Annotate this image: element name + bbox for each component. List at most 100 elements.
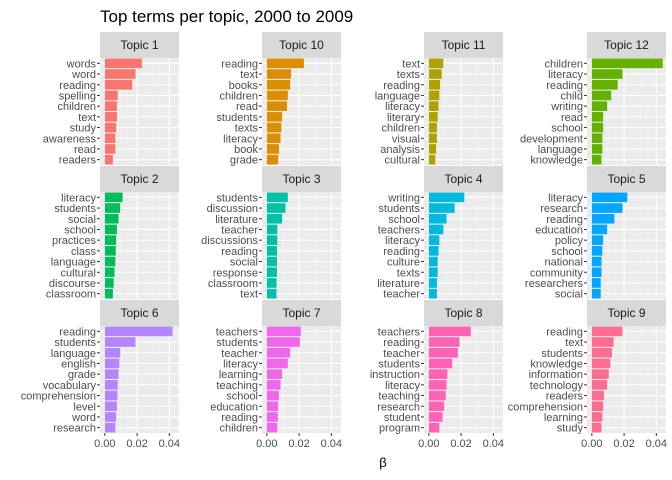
term-label: students xyxy=(378,358,420,370)
bar xyxy=(591,144,603,154)
bar xyxy=(104,90,118,101)
facet-strip-label: Topic 6 xyxy=(120,306,158,320)
term-label: reading xyxy=(546,326,583,338)
bar xyxy=(266,358,288,369)
bar xyxy=(428,347,458,358)
bar xyxy=(591,380,608,390)
facet-panel: Topic 10 readingtextbookschildrenreadstud… xyxy=(216,32,341,167)
term-label: analysis xyxy=(380,144,420,156)
term-label: language xyxy=(538,144,583,156)
bar xyxy=(428,380,447,390)
bar xyxy=(591,358,611,369)
term-label: study xyxy=(70,123,97,135)
bar xyxy=(428,133,437,144)
term-label: read xyxy=(236,101,258,113)
term-label: social xyxy=(230,257,258,269)
term-label: school xyxy=(64,224,96,236)
bar xyxy=(266,133,281,144)
bar xyxy=(104,203,121,213)
facet-strip xyxy=(424,32,503,58)
bar xyxy=(591,246,603,256)
term-label: word xyxy=(71,412,96,424)
term-label: information xyxy=(529,369,583,381)
bar xyxy=(591,288,601,299)
bar xyxy=(266,213,283,224)
term-label: school xyxy=(551,246,583,258)
bar xyxy=(591,58,663,69)
term-label: researchers xyxy=(525,278,584,290)
term-label: teacher xyxy=(383,348,420,360)
x-tick-label: 0.02 xyxy=(126,438,147,450)
facet-panel: Topic 1 wordswordreadingspellingchildrent… xyxy=(43,32,179,167)
bar xyxy=(266,79,291,90)
facet-strip-label: Topic 9 xyxy=(607,306,645,320)
term-label: literature xyxy=(377,278,420,290)
bar xyxy=(266,192,288,203)
term-label: writing xyxy=(387,192,420,204)
term-label: child xyxy=(560,90,583,102)
term-label: learning xyxy=(544,412,583,424)
bar xyxy=(591,337,614,347)
term-label: cultural xyxy=(61,267,96,279)
bar xyxy=(266,422,278,433)
bar xyxy=(428,224,444,235)
term-label: research xyxy=(53,423,96,435)
term-label: students xyxy=(216,112,258,124)
bar xyxy=(104,58,142,69)
x-tick-label: 0.02 xyxy=(613,438,634,450)
term-label: english xyxy=(61,358,96,370)
facet-panel: Topic 6 readingstudentslanguageenglishgra… xyxy=(21,300,180,450)
x-tick-label: 0.00 xyxy=(256,438,277,450)
bar xyxy=(104,154,113,165)
term-label: readers xyxy=(59,155,97,167)
term-label: teacher xyxy=(221,224,258,236)
bar xyxy=(428,412,443,422)
term-label: school xyxy=(226,391,258,403)
bar xyxy=(266,112,283,122)
term-label: classroom xyxy=(46,289,96,301)
term-label: cultural xyxy=(385,155,420,167)
bar xyxy=(428,390,446,401)
bar xyxy=(428,213,447,224)
term-label: books xyxy=(229,80,259,92)
bar xyxy=(428,154,436,165)
facet-strip-label: Topic 1 xyxy=(120,38,158,52)
term-label: literacy xyxy=(385,380,420,392)
bar xyxy=(266,267,277,278)
term-label: word xyxy=(71,69,96,81)
term-label: teaching xyxy=(378,391,420,403)
bar xyxy=(428,256,438,267)
facet-panel: Topic 8 teachersreadingteacherstudentsins… xyxy=(370,300,504,450)
term-label: social xyxy=(555,289,583,301)
term-label: text xyxy=(402,58,420,70)
term-label: research xyxy=(540,203,583,215)
bar xyxy=(104,369,119,379)
bar xyxy=(428,235,440,245)
bar xyxy=(266,144,279,154)
bar xyxy=(428,369,448,379)
term-label: level xyxy=(73,401,96,413)
term-label: literacy xyxy=(223,133,258,145)
bar xyxy=(266,69,292,79)
bar xyxy=(428,122,437,133)
term-label: awareness xyxy=(43,133,97,145)
term-label: instruction xyxy=(370,369,420,381)
facet-strip-label: Topic 12 xyxy=(604,38,649,52)
bar xyxy=(104,347,121,358)
bar xyxy=(266,369,283,379)
bar xyxy=(428,69,442,79)
bar xyxy=(104,112,117,122)
term-label: texts xyxy=(397,267,421,279)
term-label: reading xyxy=(221,412,258,424)
term-label: literacy xyxy=(548,69,583,81)
bar xyxy=(591,90,612,101)
term-label: students xyxy=(378,203,420,215)
facet-strip xyxy=(100,32,179,58)
term-label: reading xyxy=(59,80,96,92)
facet-strip-label: Topic 5 xyxy=(607,172,645,186)
bar xyxy=(591,122,604,133)
bar xyxy=(428,192,465,203)
term-label: national xyxy=(544,257,583,269)
bar xyxy=(591,133,603,144)
